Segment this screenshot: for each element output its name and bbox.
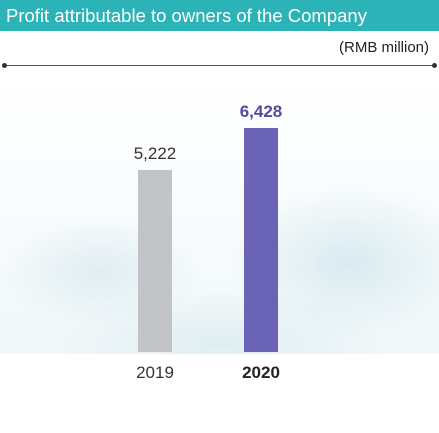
header-rule bbox=[4, 65, 435, 66]
unit-label: (RMB million) bbox=[339, 39, 429, 56]
value-label-2020: 6,428 bbox=[240, 102, 283, 121]
chart-title-bar: Profit attributable to owners of the Com… bbox=[0, 0, 439, 31]
category-label-2020: 2020 bbox=[242, 363, 280, 382]
value-label-2019: 5,222 bbox=[134, 144, 177, 163]
background-wash bbox=[0, 72, 439, 354]
bar-2019 bbox=[138, 170, 172, 352]
category-label-2019: 2019 bbox=[136, 363, 174, 382]
bar-2020 bbox=[244, 127, 278, 352]
rule-right-dot bbox=[432, 63, 437, 68]
rule-left-dot bbox=[2, 63, 7, 68]
